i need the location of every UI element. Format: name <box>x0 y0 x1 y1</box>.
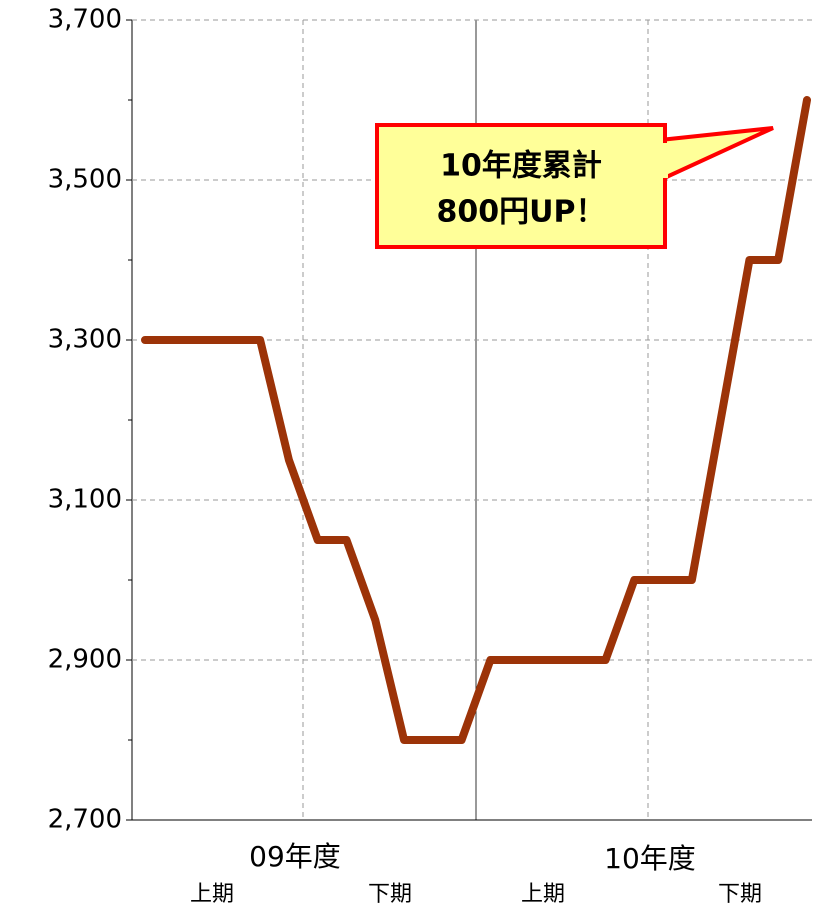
callout-join <box>662 143 668 178</box>
annotation: 10年度累計 <box>440 149 602 184</box>
callout-box <box>375 123 667 249</box>
y-tick-label: 2,900 <box>48 645 122 675</box>
half-label: 上期 <box>521 882 565 907</box>
y-tick-label: 3,500 <box>48 165 122 195</box>
y-tick-label: 3,100 <box>48 485 122 515</box>
year-label: 10年度 <box>604 842 696 875</box>
year-label: 09年度 <box>249 840 341 873</box>
callout: 10年度累計 800円UP！ <box>375 123 774 249</box>
half-label: 下期 <box>718 882 762 907</box>
y-tick-label: 2,700 <box>48 805 122 835</box>
callout-pointer <box>658 126 774 184</box>
y-tick-label: 3,300 <box>48 325 122 355</box>
half-label: 下期 <box>368 882 412 907</box>
data-line <box>141 96 811 744</box>
y-tick-label: 3,700 <box>48 5 122 35</box>
annotation: 800円UP！ <box>437 195 606 230</box>
half-label: 上期 <box>190 882 234 907</box>
